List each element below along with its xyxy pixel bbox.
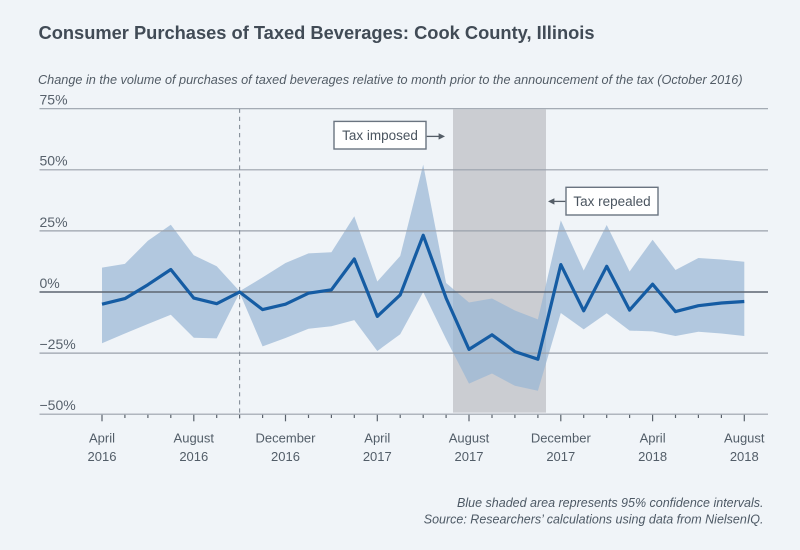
svg-text:Tax repealed: Tax repealed bbox=[573, 194, 650, 209]
svg-text:August: August bbox=[174, 430, 215, 445]
svg-text:Tax imposed: Tax imposed bbox=[342, 128, 418, 143]
svg-text:Source: Researchers’ calculati: Source: Researchers’ calculations using … bbox=[424, 513, 764, 527]
svg-text:2016: 2016 bbox=[271, 449, 300, 464]
svg-text:2017: 2017 bbox=[455, 449, 484, 464]
svg-text:50%: 50% bbox=[40, 153, 68, 169]
svg-text:April: April bbox=[640, 430, 666, 445]
svg-text:December: December bbox=[531, 430, 592, 445]
svg-text:75%: 75% bbox=[40, 92, 68, 108]
svg-text:Blue shaded area represents 95: Blue shaded area represents 95% confiden… bbox=[457, 496, 763, 510]
svg-text:2016: 2016 bbox=[179, 449, 208, 464]
svg-text:25%: 25% bbox=[40, 214, 68, 230]
svg-text:2018: 2018 bbox=[638, 449, 667, 464]
svg-text:−25%: −25% bbox=[40, 336, 76, 352]
svg-text:Change in the volume of purcha: Change in the volume of purchases of tax… bbox=[38, 73, 743, 87]
svg-text:0%: 0% bbox=[40, 275, 60, 291]
svg-text:Consumer Purchases of Taxed Be: Consumer Purchases of Taxed Beverages: C… bbox=[39, 22, 595, 43]
svg-text:2018: 2018 bbox=[730, 449, 759, 464]
svg-text:April: April bbox=[364, 430, 390, 445]
svg-text:2017: 2017 bbox=[363, 449, 392, 464]
svg-text:August: August bbox=[724, 430, 765, 445]
svg-text:−50%: −50% bbox=[40, 397, 76, 413]
svg-text:December: December bbox=[256, 430, 317, 445]
svg-text:April: April bbox=[89, 430, 115, 445]
svg-text:2017: 2017 bbox=[546, 449, 575, 464]
svg-text:2016: 2016 bbox=[88, 449, 117, 464]
svg-text:August: August bbox=[449, 430, 490, 445]
